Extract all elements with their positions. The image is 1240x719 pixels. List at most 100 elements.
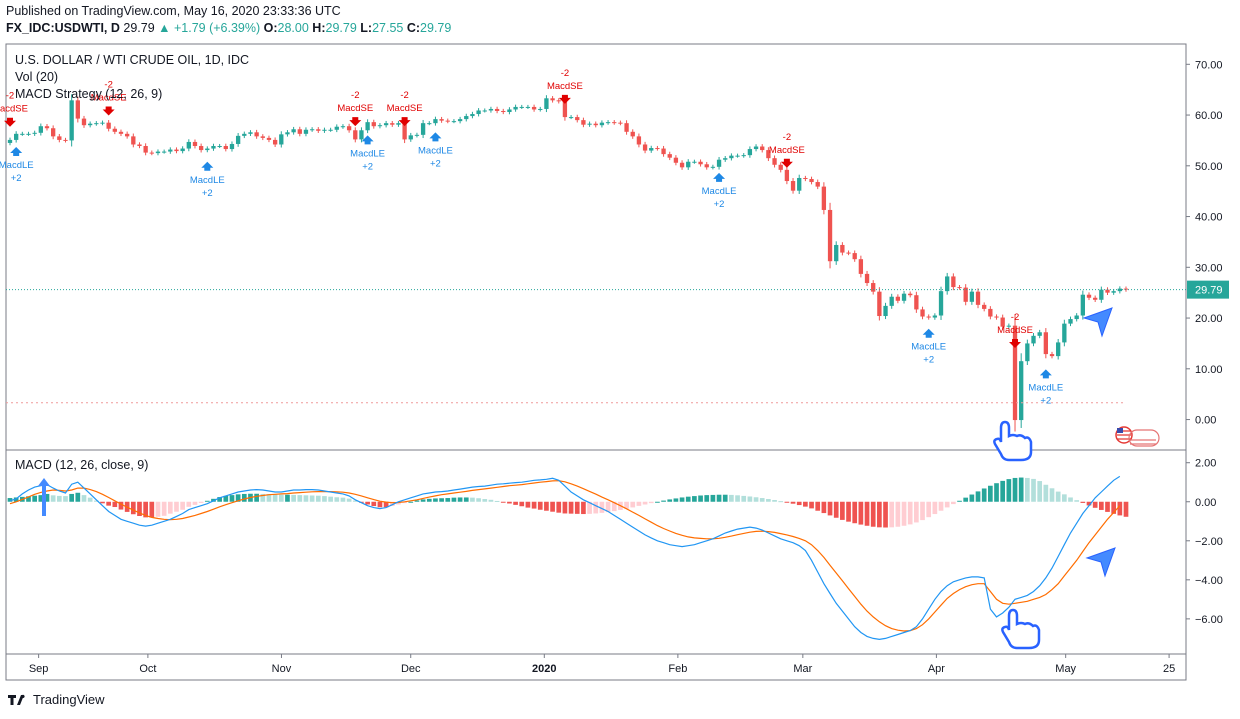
candle-body (852, 253, 857, 260)
candle-body (32, 132, 37, 134)
sell-signal-qty: -2 (400, 90, 408, 101)
macd-histogram-bar (932, 501, 938, 515)
macd-histogram-bar (297, 495, 303, 502)
close-value: 29.79 (420, 21, 452, 35)
candle-body (840, 244, 845, 253)
macd-histogram-bar (858, 501, 864, 525)
candle-body (457, 119, 463, 122)
high-label: H: (312, 21, 326, 35)
macd-histogram-bar (93, 500, 99, 502)
macd-histogram-bar (414, 500, 420, 502)
candle-body (969, 291, 975, 302)
macd-histogram-bar (433, 498, 438, 502)
candle-body (377, 125, 383, 127)
macd-histogram-bar (759, 498, 765, 502)
candle-body (809, 178, 814, 183)
candle-body (322, 129, 327, 131)
candle-body (624, 123, 629, 132)
candle-body (883, 305, 888, 317)
macd-histogram-bar (525, 501, 531, 508)
candle-body (38, 126, 43, 133)
macd-histogram-bar (470, 497, 475, 502)
macd-histogram-bar (648, 501, 654, 504)
candle-body (513, 106, 518, 110)
candle-body (772, 158, 777, 165)
candle-body (297, 129, 302, 134)
candle-body (242, 133, 247, 136)
low-value: 27.55 (372, 21, 404, 35)
macd-histogram-bar (630, 501, 636, 508)
candle-body (525, 106, 531, 108)
macd-histogram-bar (445, 498, 451, 502)
annotation-arrow (1082, 307, 1113, 338)
macd-histogram-bar (1074, 500, 1080, 502)
macd-histogram-bar (426, 498, 432, 502)
macd-histogram-bar (241, 493, 247, 502)
macd-histogram-bar (981, 488, 987, 502)
macd-histogram-bar (772, 499, 777, 502)
high-value: 29.79 (325, 21, 357, 35)
candle-body (1074, 315, 1079, 320)
macd-histogram-bar (877, 501, 882, 528)
macd-histogram-bar (143, 501, 148, 518)
macd-histogram-bar (661, 500, 666, 502)
macd-histogram-bar (562, 501, 568, 514)
us-flag-canton-icon (1117, 428, 1123, 433)
macd-histogram-bar (796, 501, 802, 506)
macd-histogram-bar (556, 501, 562, 513)
sell-arrow-icon (780, 158, 793, 168)
candle-body (118, 131, 124, 134)
candle-body (272, 139, 278, 145)
annotation-hand (993, 420, 1033, 462)
macd-histogram-bar (217, 497, 222, 502)
macd-histogram-bar (420, 499, 426, 502)
sell-arrow-icon (558, 94, 571, 104)
macd-histogram-bar (895, 501, 901, 527)
macd-histogram-bar (149, 501, 155, 518)
candle-body (75, 100, 80, 119)
macd-histogram-bar (914, 501, 919, 523)
candle-body (7, 139, 13, 143)
macd-histogram-bar (26, 496, 31, 502)
macd-histogram-bar (44, 493, 50, 502)
candle-body (1006, 325, 1012, 327)
macd-histogram-bar (377, 501, 383, 508)
candle-body (531, 106, 537, 110)
macd-histogram-bar (1068, 497, 1073, 502)
macd-axis-label: 0.00 (1195, 497, 1216, 509)
candle-body (143, 146, 148, 153)
sell-signal-qty: -2 (561, 68, 569, 79)
macd-histogram-bar (1123, 501, 1129, 517)
buy-signal-label: MacdLE (0, 160, 34, 171)
macd-histogram-bar (100, 501, 105, 504)
macd-histogram-bar (741, 495, 747, 502)
macd-histogram-bar (155, 501, 161, 517)
macd-histogram-bar (1006, 479, 1012, 502)
candle-body (747, 149, 753, 156)
candle-body (1012, 325, 1018, 421)
candle-body (932, 315, 938, 318)
candle-body (149, 152, 154, 154)
macd-histogram-bar (901, 501, 907, 526)
candle-body (649, 148, 654, 151)
macd-histogram-bar (13, 497, 19, 502)
candle-body (408, 135, 413, 140)
macd-histogram-bar (722, 494, 728, 502)
buy-arrow-icon (10, 147, 23, 157)
macd-histogram-bar (112, 501, 118, 508)
sell-arrow-icon (1009, 338, 1022, 348)
candle-body (180, 148, 185, 152)
sell-signal-label: MacdSE (547, 81, 583, 92)
candle-body (661, 148, 666, 155)
macd-histogram-bar (334, 497, 340, 502)
candle-body (827, 209, 833, 262)
candle-body (642, 144, 648, 151)
candle-body (630, 131, 635, 137)
candle-body (494, 108, 500, 111)
macd-histogram-bar (1117, 501, 1123, 516)
strategy-legend: MACD Strategy (12, 26, 9) (15, 87, 163, 101)
macd-histogram-bar (38, 495, 44, 502)
footer-brand[interactable]: TradingView (8, 692, 105, 707)
candle-body (1062, 323, 1067, 343)
